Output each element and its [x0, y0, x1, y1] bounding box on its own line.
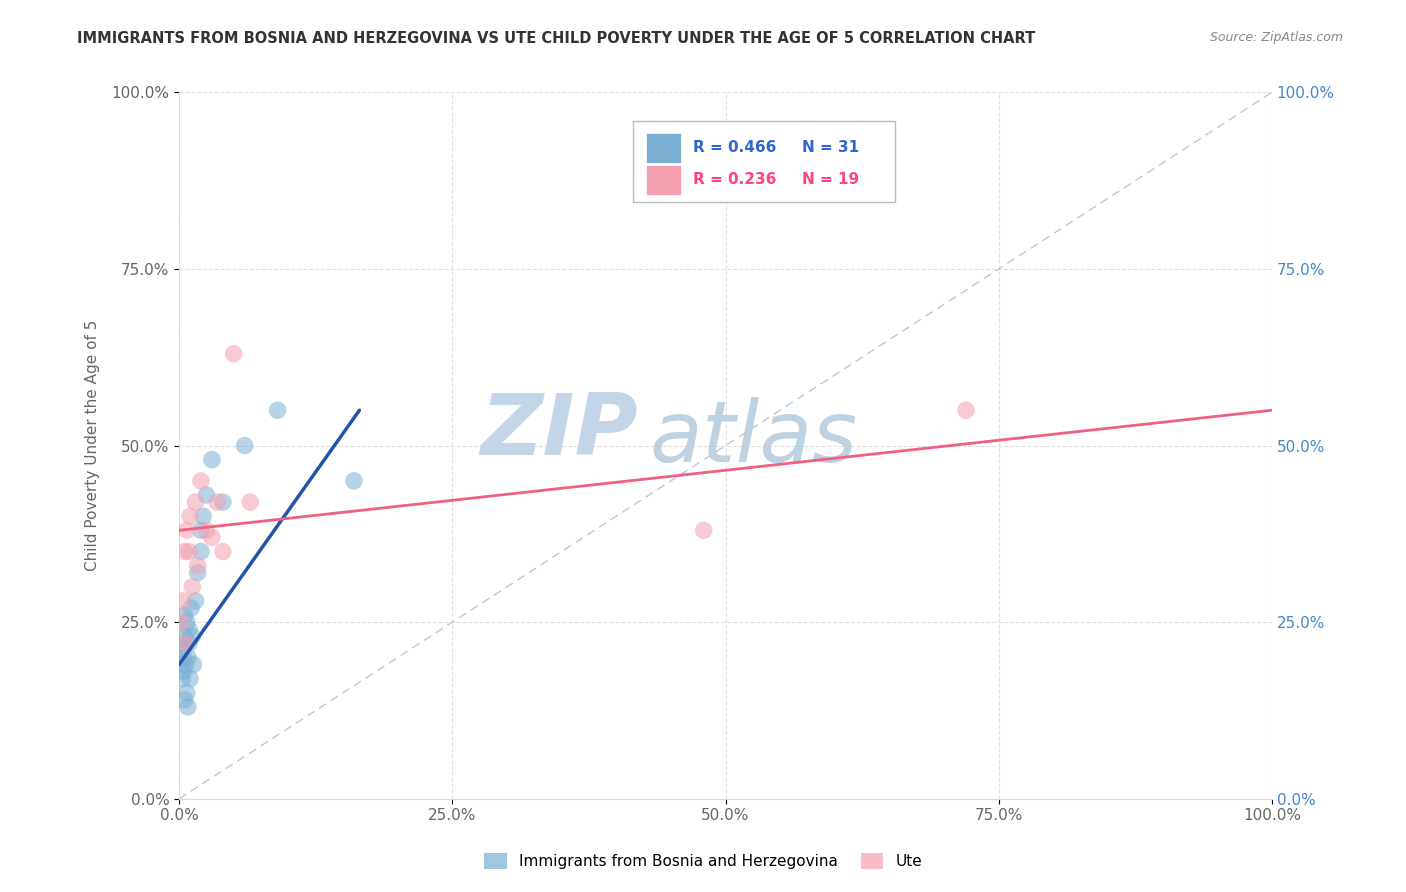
Point — [170, 615, 193, 629]
Point — [177, 650, 200, 665]
Point — [176, 524, 198, 538]
Point — [173, 544, 195, 558]
Point — [172, 672, 194, 686]
Point — [174, 636, 197, 650]
Point — [179, 672, 201, 686]
Text: R = 0.236: R = 0.236 — [693, 172, 776, 186]
Text: IMMIGRANTS FROM BOSNIA AND HERZEGOVINA VS UTE CHILD POVERTY UNDER THE AGE OF 5 C: IMMIGRANTS FROM BOSNIA AND HERZEGOVINA V… — [77, 31, 1036, 46]
Legend: Immigrants from Bosnia and Herzegovina, Ute: Immigrants from Bosnia and Herzegovina, … — [478, 847, 928, 875]
Point — [183, 657, 205, 672]
Point — [190, 544, 212, 558]
Point — [174, 657, 197, 672]
Point — [177, 622, 200, 636]
Point — [190, 474, 212, 488]
Point — [211, 495, 233, 509]
Y-axis label: Child Poverty Under the Age of 5: Child Poverty Under the Age of 5 — [86, 320, 100, 571]
Point — [176, 686, 198, 700]
Point — [190, 524, 212, 538]
Point — [195, 488, 218, 502]
Point — [193, 509, 215, 524]
Point — [195, 524, 218, 538]
Point — [173, 650, 195, 665]
Point — [266, 403, 288, 417]
Point — [233, 439, 256, 453]
Point — [187, 566, 209, 580]
Point — [172, 636, 194, 650]
Point — [176, 615, 198, 629]
Point — [177, 636, 200, 650]
Text: R = 0.466: R = 0.466 — [693, 140, 776, 155]
Text: ZIP: ZIP — [481, 390, 638, 473]
Point — [181, 629, 204, 643]
FancyBboxPatch shape — [633, 120, 894, 202]
Point — [173, 693, 195, 707]
Point — [173, 608, 195, 623]
Point — [184, 594, 207, 608]
Text: N = 19: N = 19 — [801, 172, 859, 186]
Point — [239, 495, 262, 509]
Point — [177, 544, 200, 558]
Point — [201, 530, 224, 544]
Point — [211, 544, 233, 558]
Point — [201, 452, 224, 467]
Bar — [645, 165, 681, 194]
Point — [187, 558, 209, 573]
Point — [170, 643, 193, 657]
Point — [955, 403, 977, 417]
Point — [692, 524, 714, 538]
Point — [222, 347, 245, 361]
Point — [184, 495, 207, 509]
Point — [173, 665, 195, 679]
Point — [173, 629, 195, 643]
Text: N = 31: N = 31 — [801, 140, 859, 155]
Point — [179, 509, 201, 524]
Bar — [645, 133, 681, 163]
Point — [181, 580, 204, 594]
Point — [172, 594, 194, 608]
Point — [177, 700, 200, 714]
Point — [180, 601, 202, 615]
Text: Source: ZipAtlas.com: Source: ZipAtlas.com — [1209, 31, 1343, 45]
Point — [170, 657, 193, 672]
Point — [343, 474, 366, 488]
Point — [207, 495, 229, 509]
Text: atlas: atlas — [650, 397, 858, 480]
